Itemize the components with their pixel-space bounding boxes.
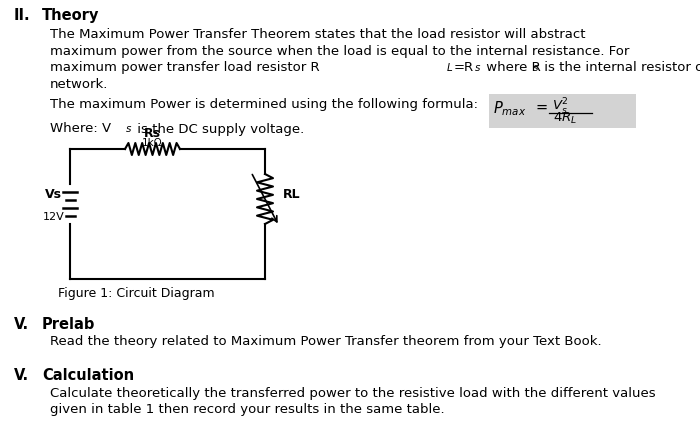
Text: RL: RL — [283, 187, 300, 201]
Text: s: s — [126, 125, 132, 135]
Text: maximum power transfer load resistor R: maximum power transfer load resistor R — [50, 61, 320, 74]
Text: network.: network. — [50, 77, 108, 90]
Text: is the DC supply voltage.: is the DC supply voltage. — [133, 122, 304, 135]
Text: where R: where R — [482, 61, 540, 74]
Text: 12V: 12V — [43, 212, 65, 222]
Text: Where: V: Where: V — [50, 122, 111, 135]
Text: $4R_L$: $4R_L$ — [553, 111, 578, 126]
Text: Prelab: Prelab — [42, 317, 95, 332]
Text: Vs: Vs — [45, 188, 62, 201]
Text: is the internal resistor of the: is the internal resistor of the — [540, 61, 700, 74]
Text: The Maximum Power Transfer Theorem states that the load resistor will abstract: The Maximum Power Transfer Theorem state… — [50, 28, 585, 41]
Text: Theory: Theory — [42, 8, 99, 23]
FancyBboxPatch shape — [489, 94, 636, 128]
Text: Calculation: Calculation — [42, 368, 134, 384]
Text: Read the theory related to Maximum Power Transfer theorem from your Text Book.: Read the theory related to Maximum Power… — [50, 336, 601, 348]
Text: The maximum Power is determined using the following formula:: The maximum Power is determined using th… — [50, 98, 482, 111]
Text: Figure 1: Circuit Diagram: Figure 1: Circuit Diagram — [58, 287, 215, 300]
Text: L: L — [447, 63, 453, 73]
Text: V.: V. — [14, 368, 29, 384]
Text: II.: II. — [14, 8, 31, 23]
Text: $V_s^2$: $V_s^2$ — [552, 97, 569, 117]
Text: s: s — [533, 63, 538, 73]
Text: V.: V. — [14, 317, 29, 332]
Text: Calculate theoretically the transferred power to the resistive load with the dif: Calculate theoretically the transferred … — [50, 387, 656, 400]
Text: given in table 1 then record your results in the same table.: given in table 1 then record your result… — [50, 403, 445, 416]
Text: $=$: $=$ — [533, 99, 549, 114]
Text: s: s — [475, 63, 480, 73]
Text: Rs: Rs — [144, 127, 161, 140]
Text: maximum power from the source when the load is equal to the internal resistance.: maximum power from the source when the l… — [50, 45, 629, 58]
Text: =R: =R — [454, 61, 474, 74]
Text: 1kΩ: 1kΩ — [142, 138, 163, 148]
Text: $\mathit{P}_{max}$: $\mathit{P}_{max}$ — [493, 99, 526, 118]
